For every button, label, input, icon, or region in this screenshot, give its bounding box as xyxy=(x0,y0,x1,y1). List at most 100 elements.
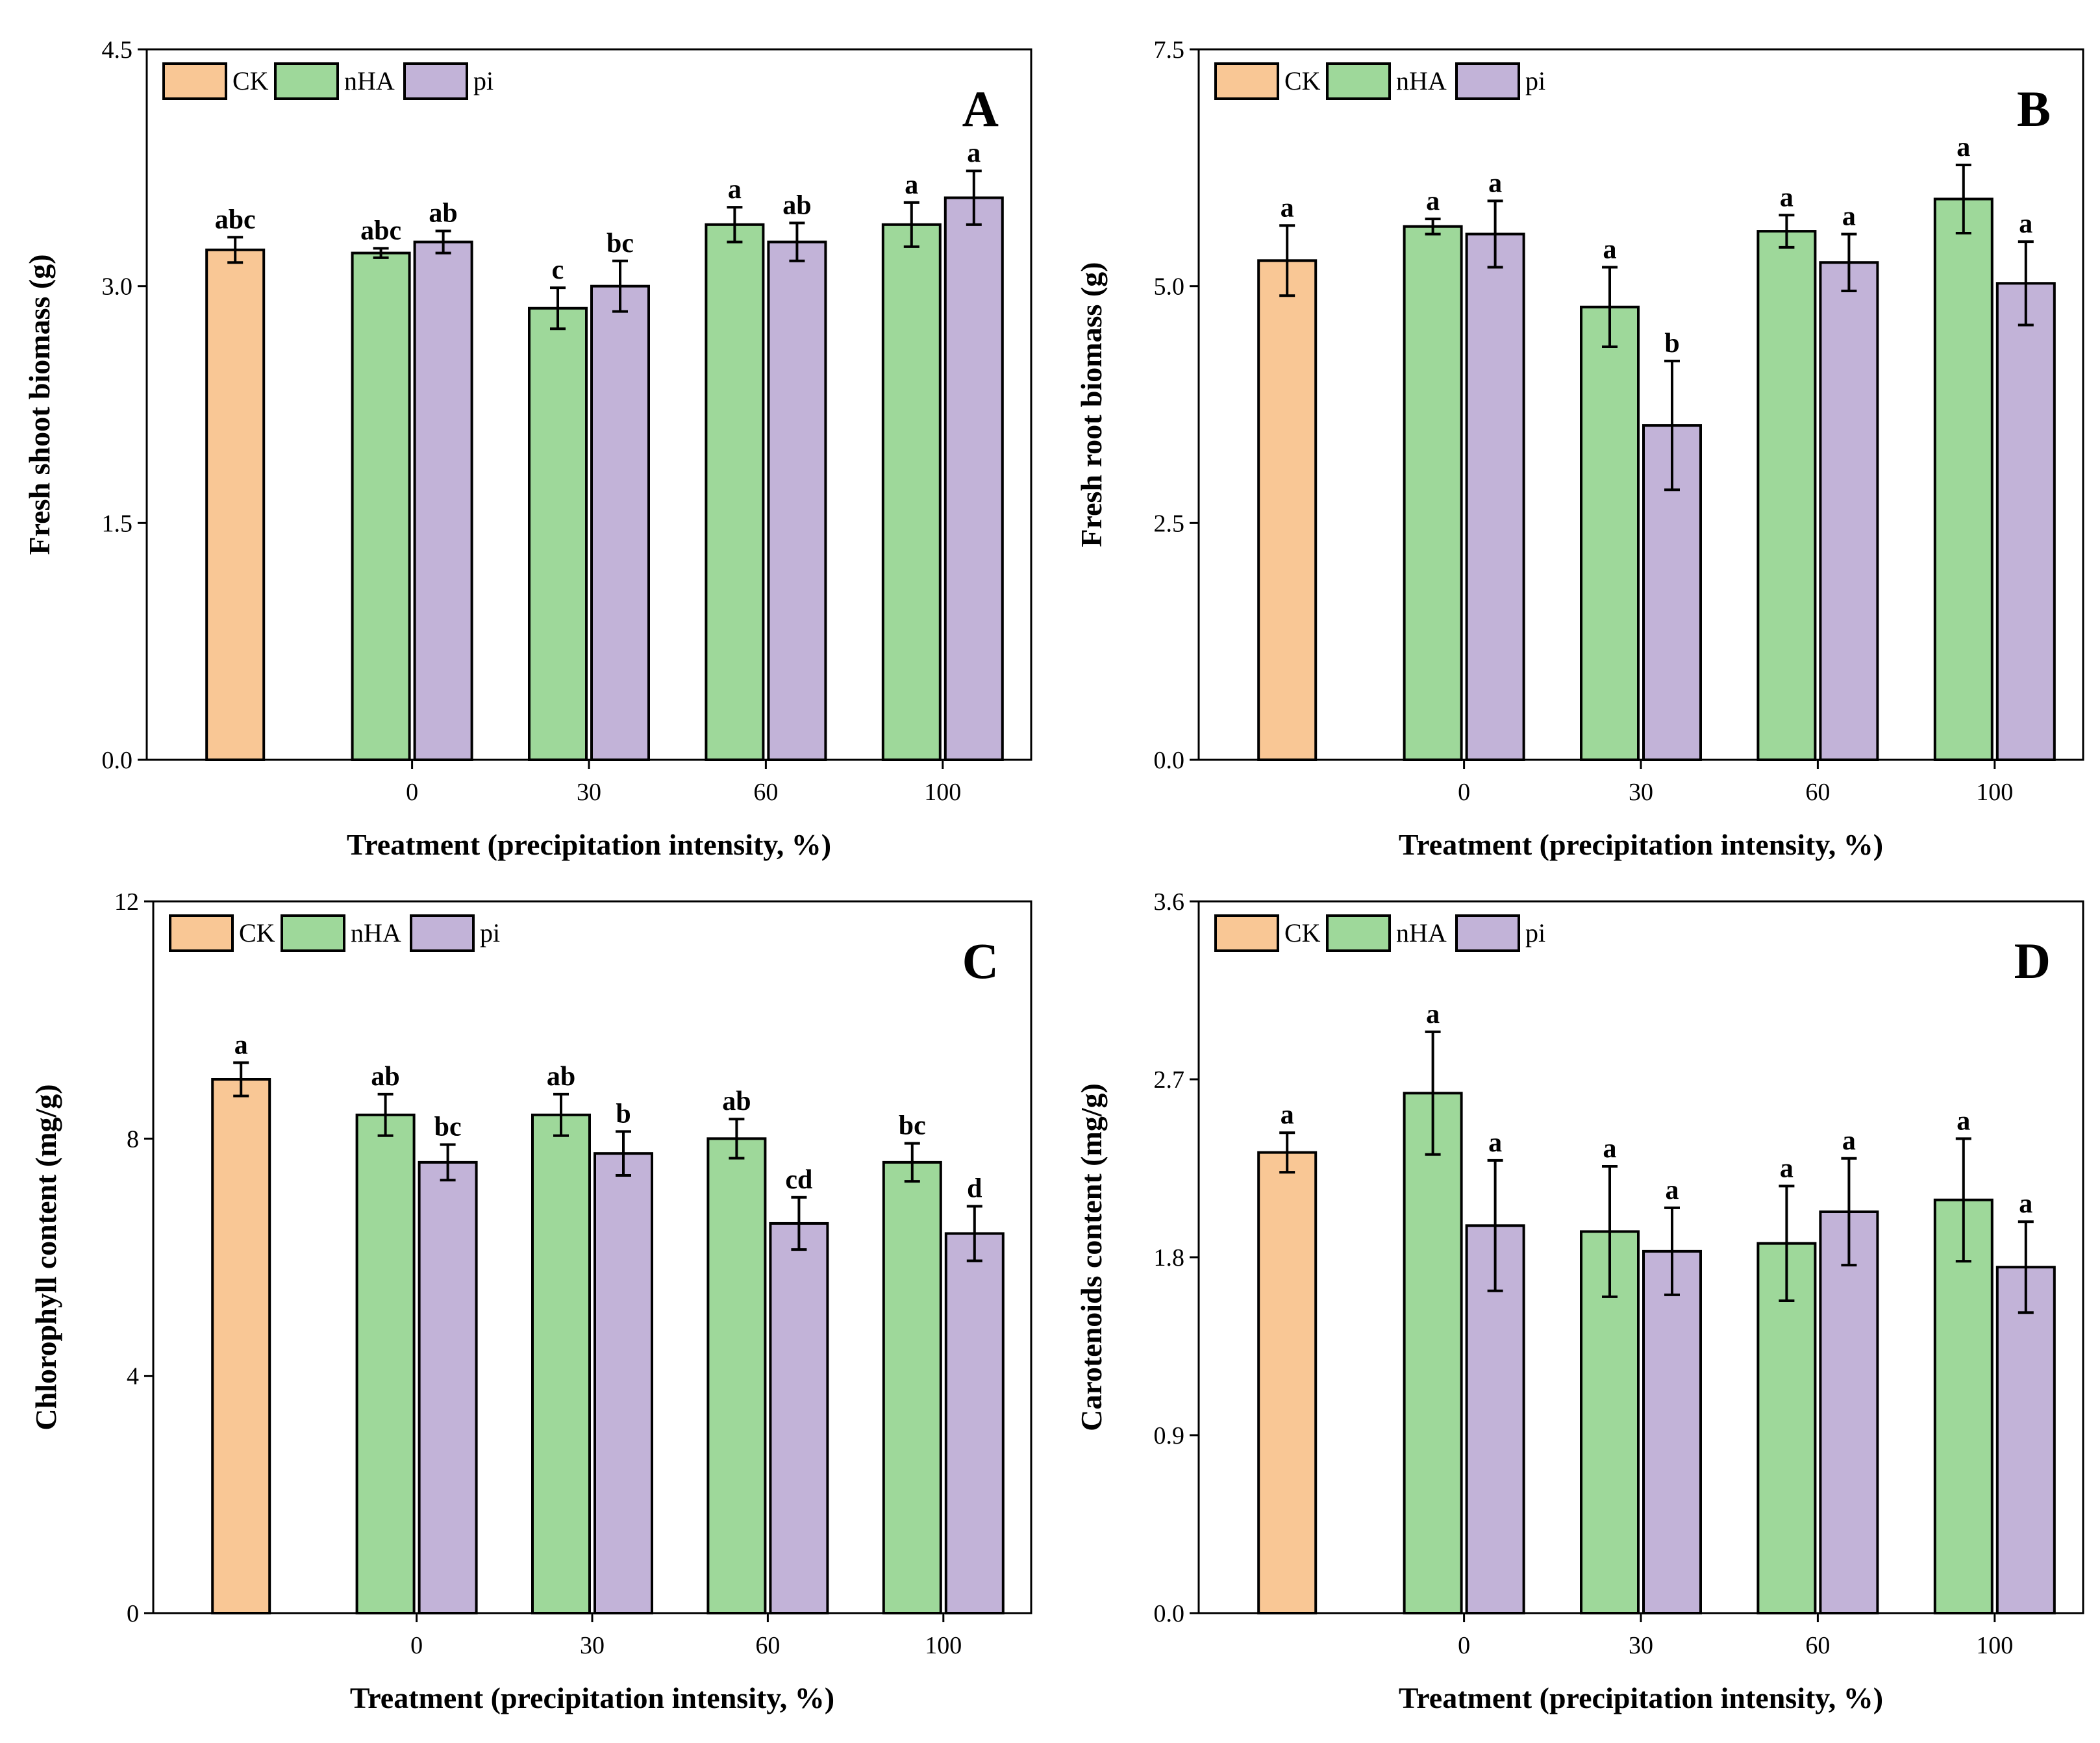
significance-letter: bc xyxy=(899,1111,926,1141)
significance-letter: b xyxy=(1664,329,1679,358)
legend-label: CK xyxy=(1284,918,1321,947)
y-tick-label: 7.5 xyxy=(1154,36,1185,64)
legend-label: nHA xyxy=(1396,918,1447,947)
y-tick-label: 12 xyxy=(114,888,139,916)
significance-letter: a xyxy=(1426,999,1440,1029)
bar-ck xyxy=(205,248,266,761)
bar-pi xyxy=(594,1152,653,1614)
bar-nha xyxy=(706,1137,767,1615)
significance-letter: a xyxy=(1281,1100,1294,1130)
panel-c: 0 4 8 12 0 30 60 100 Treatment (precipitation in… xyxy=(29,888,1032,1714)
panel-a: 0.0 1.5 3.0 4.5 0 30 60 100 Treatment (precipita… xyxy=(23,36,1032,861)
bar-pi xyxy=(413,240,473,761)
x-axis-title: Treatment (precipitation intensity, %) xyxy=(1399,1681,1883,1714)
legend-swatch-ck xyxy=(1214,914,1279,952)
panel-letter: A xyxy=(962,81,999,137)
bar-pi xyxy=(769,1222,829,1614)
bar-nha xyxy=(1403,1092,1463,1615)
y-axis-title: Carotenoids content (mg/g) xyxy=(1075,1083,1108,1431)
y-tick-label: 4 xyxy=(127,1363,139,1390)
legend-label: pi xyxy=(1525,66,1545,95)
legend-swatch-pi xyxy=(410,914,475,952)
significance-letter: ab xyxy=(722,1086,751,1116)
significance-letter: a xyxy=(2019,1189,2032,1219)
significance-letter: a xyxy=(905,170,918,200)
y-tick-label: 0 xyxy=(127,1600,139,1627)
x-tick-label: 100 xyxy=(925,1632,962,1659)
x-tick-label: 0 xyxy=(410,1632,423,1659)
x-tick-label: 60 xyxy=(1805,1632,1830,1659)
legend-label: pi xyxy=(473,66,494,95)
bar-ck xyxy=(211,1078,271,1614)
legend-swatch-pi xyxy=(1455,62,1520,100)
x-tick-label: 0 xyxy=(1458,1632,1470,1659)
x-tick-label: 0 xyxy=(1458,779,1470,806)
x-axis-title: Treatment (precipitation intensity, %) xyxy=(1399,828,1883,861)
bar-pi xyxy=(944,1232,1005,1614)
significance-letter: a xyxy=(728,175,742,205)
bar-nha xyxy=(531,1113,591,1615)
x-tick-label: 0 xyxy=(406,779,418,806)
legend-label: nHA xyxy=(344,66,395,95)
x-tick-label: 30 xyxy=(1629,779,1653,806)
bar-nha xyxy=(705,223,765,761)
significance-letter: c xyxy=(552,255,564,285)
bar-nha xyxy=(355,1113,416,1615)
significance-letter: a xyxy=(1842,1126,1856,1156)
significance-letter: a xyxy=(1666,1175,1679,1205)
panel-b: 0.0 2.5 5.0 7.5 0 30 60 100 Treatment (precipita… xyxy=(1075,36,2084,861)
significance-letter: ab xyxy=(547,1062,575,1092)
significance-letter: cd xyxy=(785,1165,812,1195)
significance-letter: ab xyxy=(429,199,457,229)
panel-d: 0.0 0.9 1.8 2.7 3.6 0 30 60 100 Treatment (precip… xyxy=(1075,888,2084,1714)
significance-letter: d xyxy=(967,1173,982,1203)
significance-letter: abc xyxy=(360,216,401,245)
legend-swatch-nha xyxy=(281,914,345,952)
y-tick-label: 0.9 xyxy=(1154,1422,1185,1449)
significance-letter: bc xyxy=(434,1112,462,1142)
y-tick-label: 2.5 xyxy=(1154,510,1185,537)
bar-nha xyxy=(351,251,411,761)
significance-letter: b xyxy=(616,1099,631,1129)
y-tick-label: 2.7 xyxy=(1154,1066,1185,1094)
legend-label: pi xyxy=(1525,918,1545,947)
significance-letter: bc xyxy=(606,229,634,258)
significance-letter: a xyxy=(1956,132,1970,162)
legend-swatch-ck xyxy=(162,62,227,100)
x-tick-label: 60 xyxy=(1805,779,1830,806)
legend-label: CK xyxy=(232,66,269,95)
y-axis-title: Fresh root biomass (g) xyxy=(1075,262,1108,547)
y-tick-label: 0.0 xyxy=(1154,747,1185,774)
x-axis-title: Treatment (precipitation intensity, %) xyxy=(350,1681,834,1714)
significance-letter: a xyxy=(967,138,981,168)
y-tick-label: 3.0 xyxy=(102,273,133,301)
legend-swatch-ck xyxy=(1214,62,1279,100)
bar-nha xyxy=(1403,225,1463,761)
legend-label: CK xyxy=(239,918,275,947)
bar-pi xyxy=(1465,232,1525,761)
legend-label: CK xyxy=(1284,66,1321,95)
y-axis-title: Fresh shoot biomass (g) xyxy=(23,254,56,555)
bar-pi xyxy=(590,284,650,761)
significance-letter: a xyxy=(1281,193,1294,223)
legend-swatch-nha xyxy=(1326,62,1391,100)
significance-letter: a xyxy=(1488,1128,1502,1158)
x-tick-label: 100 xyxy=(1976,1632,2013,1659)
bar-ck xyxy=(1257,259,1318,761)
y-tick-label: 4.5 xyxy=(102,36,133,64)
significance-letter: a xyxy=(1842,201,1856,231)
legend-label: nHA xyxy=(351,918,401,947)
significance-letter: a xyxy=(1488,168,1502,198)
bar-nha xyxy=(1933,197,1994,761)
x-tick-label: 30 xyxy=(1629,1632,1653,1659)
bar-nha xyxy=(1580,305,1640,761)
bar-nha xyxy=(1933,1198,1994,1614)
legend-label: pi xyxy=(480,918,500,947)
bar-pi xyxy=(418,1160,478,1615)
x-tick-label: 60 xyxy=(753,779,778,806)
legend-swatch-nha xyxy=(1326,914,1391,952)
legend-swatch-nha xyxy=(274,62,339,100)
panel-letter: B xyxy=(2017,81,2051,137)
y-tick-label: 5.0 xyxy=(1154,273,1185,301)
